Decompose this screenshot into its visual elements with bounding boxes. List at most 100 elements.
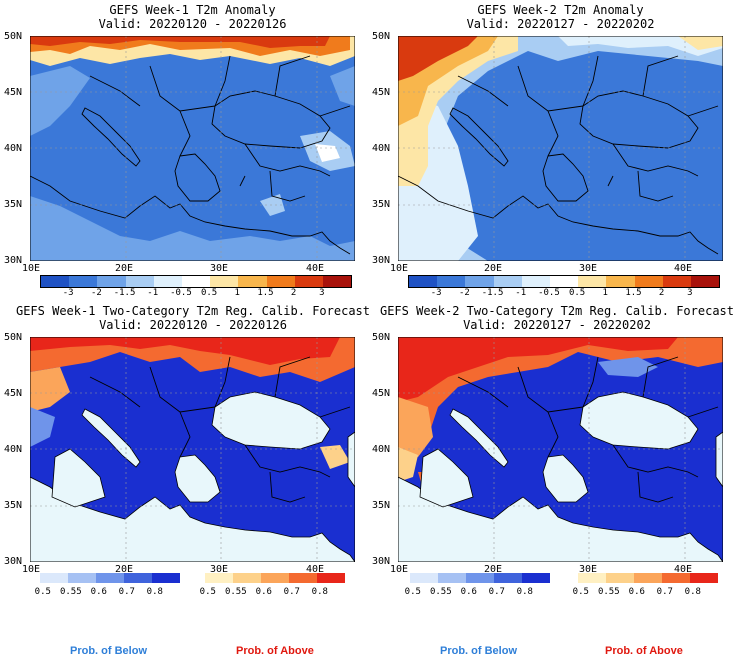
colorbar-tick-label: -1.5 [113, 288, 136, 298]
colorbar-swatch [690, 276, 720, 287]
colorbar-swatch [606, 573, 634, 583]
colorbar-tick-label: 0.5 [568, 288, 586, 298]
colorbar-swatch [578, 276, 607, 287]
w2-anomaly-map [398, 36, 723, 261]
colorbar-swatch [266, 276, 295, 287]
w1-anomaly-colorbar [40, 275, 352, 288]
colorbar-swatch [409, 276, 438, 287]
lat-label: 40N [372, 444, 391, 455]
lat-label: 45N [4, 388, 23, 399]
colorbar-swatch [40, 573, 68, 583]
colorbar-swatch [494, 573, 522, 583]
colorbar-swatch [97, 276, 126, 287]
colorbar-tick-label: -0.5 [538, 288, 560, 298]
colorbar-swatch [125, 276, 154, 287]
panel-title: GEFS Week-2 Two-Category T2m Reg. Calib.… [379, 304, 734, 318]
w2-anomaly-colorbar-labels: -3 -2 -1.5 -1 -0.5 0.5 1 1.5 2 3 [408, 288, 718, 298]
colorbar-tick-label: 3 [687, 288, 693, 298]
colorbar-tick-label: -3 [430, 288, 442, 298]
w1-above-colorbar-labels: 0.5 0.55 0.6 0.7 0.8 [200, 587, 345, 597]
colorbar-tick-label: 0.7 [283, 587, 300, 597]
lat-label: 40N [372, 143, 391, 154]
w2-prob-title: GEFS Week-2 Two-Category T2m Reg. Calib.… [372, 304, 740, 332]
colorbar-tick-label: 0.8 [311, 587, 328, 597]
lon-label: 10E [22, 564, 41, 575]
w1-probability-map [30, 337, 355, 562]
w2-below-colorbar [410, 573, 550, 583]
lon-label: 10E [22, 263, 41, 274]
colorbar-swatch [153, 276, 182, 287]
lat-label: 35N [372, 500, 391, 511]
lat-label: 45N [372, 388, 391, 399]
colorbar-tick-label: 0.55 [59, 587, 82, 597]
colorbar-swatch [634, 276, 663, 287]
colorbar-swatch [662, 276, 691, 287]
colorbar-tick-label: 0.6 [90, 587, 107, 597]
lon-label: 20E [484, 263, 503, 274]
colorbar-swatch [317, 573, 345, 583]
lon-label: 40E [674, 564, 693, 575]
valid-dates: Valid: 20220120 - 20220126 [99, 318, 287, 332]
lon-label: 30E [210, 564, 229, 575]
colorbar-tick-label: 1 [234, 288, 240, 298]
colorbar-swatch [438, 573, 466, 583]
lat-label: 50N [4, 332, 23, 343]
colorbar-tick-label: 0.7 [488, 587, 505, 597]
colorbar-tick-label: -1 [515, 288, 527, 298]
colorbar-tick-label: 3 [319, 288, 325, 298]
colorbar-swatch [521, 276, 550, 287]
w2-anom-title: GEFS Week-2 T2m Anomaly Valid: 20220127 … [398, 3, 723, 31]
panel-title: GEFS Week-2 T2m Anomaly [477, 3, 644, 17]
lat-label: 40N [4, 143, 23, 154]
colorbar-tick-label: 0.8 [684, 587, 701, 597]
colorbar-swatch [634, 573, 662, 583]
colorbar-swatch [261, 573, 289, 583]
colorbar-tick-label: -1.5 [481, 288, 504, 298]
colorbar-tick-label: 0.55 [597, 587, 620, 597]
colorbar-swatch [181, 276, 211, 287]
colorbar-tick-label: 0.7 [656, 587, 673, 597]
lon-label: 40E [306, 564, 325, 575]
lat-label: 35N [372, 199, 391, 210]
colorbar-tick-label: -3 [62, 288, 74, 298]
colorbar-swatch [322, 276, 352, 287]
lat-label: 45N [372, 87, 391, 98]
colorbar-swatch [69, 276, 98, 287]
colorbar-tick-label: 1.5 [625, 288, 642, 298]
w1-prob-title: GEFS Week-1 Two-Category T2m Reg. Calib.… [8, 304, 378, 332]
w2-above-colorbar-labels: 0.5 0.55 0.6 0.7 0.8 [573, 587, 718, 597]
colorbar-swatch [578, 573, 606, 583]
colorbar-tick-label: -2 [90, 288, 102, 298]
colorbar-tick-label: -0.5 [170, 288, 192, 298]
w1-below-colorbar [40, 573, 180, 583]
lat-label: 30N [4, 556, 23, 567]
lat-label: 40N [4, 444, 23, 455]
colorbar-tick-label: 0.55 [224, 587, 247, 597]
lat-label: 35N [4, 500, 23, 511]
lon-label: 40E [306, 263, 325, 274]
colorbar-tick-label: 0.7 [118, 587, 135, 597]
lon-label: 10E [390, 263, 409, 274]
colorbar-tick-label: -2 [458, 288, 470, 298]
w1-anomaly-map [30, 36, 355, 261]
colorbar-swatch [152, 573, 180, 583]
lat-label: 50N [4, 31, 23, 42]
colorbar-swatch [238, 276, 267, 287]
w1-anom-title: GEFS Week-1 T2m Anomaly Valid: 20220120 … [30, 3, 355, 31]
w1-below-colorbar-labels: 0.5 0.55 0.6 0.7 0.8 [35, 587, 180, 597]
lat-label: 50N [372, 31, 391, 42]
colorbar-swatch [465, 276, 494, 287]
colorbar-swatch [466, 573, 494, 583]
colorbar-swatch [662, 573, 690, 583]
colorbar-tick-label: 0.6 [255, 587, 272, 597]
prob-above-label: Prob. of Above [605, 645, 683, 657]
colorbar-swatch [294, 276, 323, 287]
w2-above-colorbar [578, 573, 718, 583]
colorbar-swatch [549, 276, 579, 287]
prob-below-label: Prob. of Below [70, 645, 147, 657]
w2-probability-map [398, 337, 723, 562]
colorbar-swatch [124, 573, 152, 583]
lat-label: 30N [372, 255, 391, 266]
w1-above-colorbar [205, 573, 345, 583]
colorbar-tick-label: -1 [147, 288, 159, 298]
